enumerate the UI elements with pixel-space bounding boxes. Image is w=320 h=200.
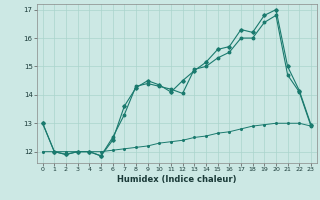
X-axis label: Humidex (Indice chaleur): Humidex (Indice chaleur) — [117, 175, 236, 184]
